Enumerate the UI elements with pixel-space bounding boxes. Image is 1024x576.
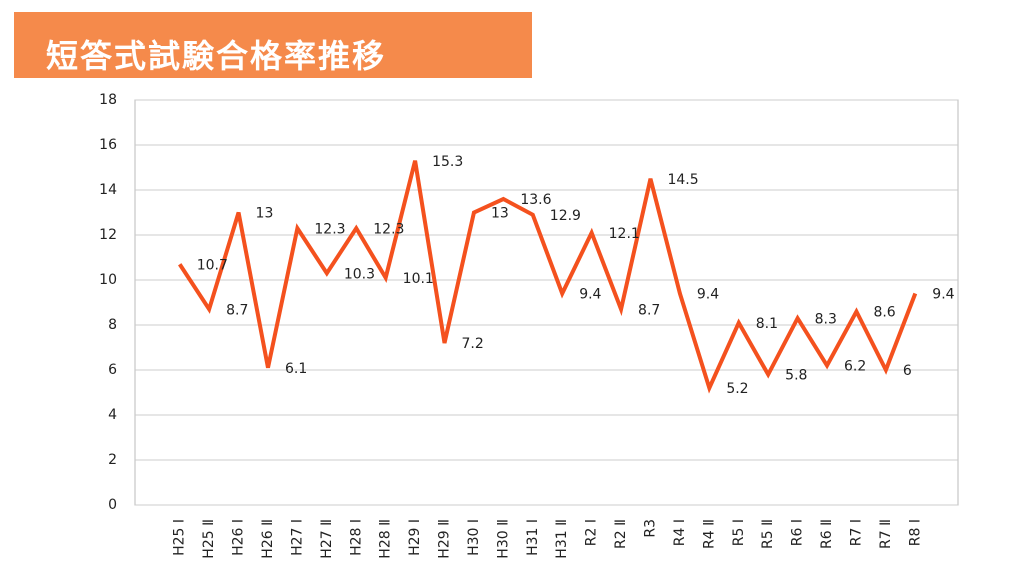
y-tick-label: 2 — [108, 452, 117, 468]
x-tick-label: H26 Ⅰ — [231, 519, 247, 556]
x-tick-label: R8 Ⅰ — [907, 519, 923, 546]
y-tick-label: 10 — [99, 272, 117, 288]
x-tick-label: H31 Ⅰ — [525, 519, 541, 556]
data-label: 9.4 — [932, 287, 954, 303]
data-label: 8.7 — [226, 302, 248, 318]
data-label: 12.3 — [314, 221, 345, 237]
x-tick-label: H29 Ⅱ — [437, 519, 453, 559]
x-tick-label: H29 Ⅰ — [407, 519, 423, 556]
data-label: 6.2 — [844, 359, 866, 375]
x-tick-label: H25 Ⅰ — [172, 519, 188, 556]
x-tick-label: R4 Ⅰ — [672, 519, 688, 546]
x-tick-label: R5 Ⅰ — [731, 519, 747, 546]
data-label: 14.5 — [667, 172, 698, 188]
plot-frame — [134, 99, 959, 506]
x-tick-label: R6 Ⅰ — [790, 519, 806, 546]
y-tick-label: 6 — [108, 362, 117, 378]
x-tick-label: H30 Ⅰ — [466, 519, 482, 556]
data-label: 10.3 — [344, 266, 375, 282]
x-tick-label: R7 Ⅱ — [878, 519, 894, 549]
x-tick-label: R6 Ⅱ — [819, 519, 835, 549]
data-label: 10.1 — [403, 271, 434, 287]
data-label: 12.1 — [609, 226, 640, 242]
data-line — [178, 160, 918, 394]
x-tick-label: H28 Ⅱ — [378, 519, 394, 559]
data-label: 13.6 — [520, 192, 551, 208]
y-tick-label: 18 — [99, 92, 117, 108]
x-tick-label: H28 Ⅰ — [348, 519, 364, 556]
chart-title: 短答式試験合格率推移 — [46, 37, 387, 75]
data-label: 7.2 — [462, 336, 484, 352]
y-tick-label: 14 — [99, 182, 117, 198]
x-tick-label: R4 Ⅱ — [701, 519, 717, 549]
x-tick-label: H27 Ⅰ — [289, 519, 305, 556]
x-tick-label: H25 Ⅱ — [201, 519, 217, 559]
data-label: 8.1 — [756, 316, 778, 332]
data-label: 9.4 — [579, 287, 601, 303]
data-label: 6.1 — [285, 361, 307, 377]
y-tick-label: 16 — [99, 137, 117, 153]
x-tick-label: H30 Ⅱ — [495, 519, 511, 559]
data-label: 8.7 — [638, 302, 660, 318]
data-label: 12.9 — [550, 208, 581, 224]
data-label: 9.4 — [697, 287, 719, 303]
x-tick-label: H27 Ⅱ — [319, 519, 335, 559]
data-label: 13 — [491, 206, 509, 222]
data-label: 8.6 — [873, 305, 895, 321]
x-tick-label: H31 Ⅱ — [554, 519, 570, 559]
x-tick-label: H26 Ⅱ — [260, 519, 276, 559]
x-tick-label: R3 — [642, 519, 658, 538]
y-tick-label: 12 — [99, 227, 117, 243]
y-tick-label: 8 — [108, 317, 117, 333]
data-label: 6 — [903, 363, 912, 379]
data-label: 12.3 — [373, 221, 404, 237]
data-label: 5.2 — [726, 381, 748, 397]
x-tick-label: R7 Ⅰ — [848, 519, 864, 546]
y-tick-label: 4 — [108, 407, 117, 423]
x-tick-label: R2 Ⅱ — [613, 519, 629, 549]
title-banner: 短答式試験合格率推移 — [14, 12, 532, 78]
y-tick-label: 0 — [108, 497, 117, 513]
data-label: 5.8 — [785, 368, 807, 384]
data-label: 10.7 — [197, 257, 228, 273]
data-label: 13 — [256, 206, 274, 222]
data-label: 15.3 — [432, 154, 463, 170]
x-tick-label: R5 Ⅱ — [760, 519, 776, 549]
data-label: 8.3 — [815, 311, 837, 327]
x-tick-label: R2 Ⅰ — [584, 519, 600, 546]
